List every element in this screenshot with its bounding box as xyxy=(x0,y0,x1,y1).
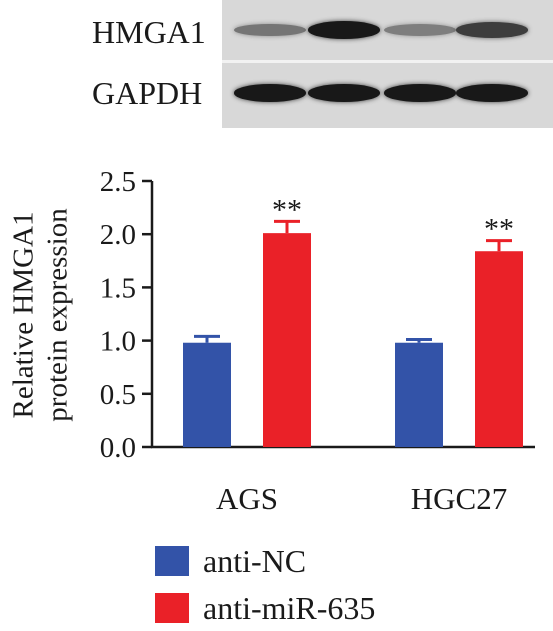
legend-swatch-anti-nc xyxy=(155,546,189,576)
bar-chart: Relative HMGA1 protein expression 0.0 0.5 1… xyxy=(8,166,535,516)
bar xyxy=(183,342,231,447)
blot-row-hmga1 xyxy=(222,0,553,60)
y-tick-label: 1.5 xyxy=(100,272,136,304)
blot-row-gapdh xyxy=(222,63,553,123)
western-blot-image xyxy=(222,0,553,128)
blot-label-hmga1: HMGA1 xyxy=(92,14,206,50)
significance-label: ** xyxy=(272,193,302,226)
significance-label: ** xyxy=(484,213,514,246)
legend-label-anti-nc: anti-NC xyxy=(203,543,307,579)
x-tick-label: HGC27 xyxy=(411,481,507,516)
y-tick-label: 0.0 xyxy=(100,432,136,464)
blot-band xyxy=(308,84,380,102)
blot-band xyxy=(234,84,306,102)
y-axis-title-line: protein expression xyxy=(42,208,74,422)
bar xyxy=(395,342,443,447)
blot-band xyxy=(384,84,456,102)
y-tick-label: 1.0 xyxy=(100,326,136,358)
blot-divider xyxy=(222,60,553,63)
legend-swatch-anti-mir-635 xyxy=(155,593,189,623)
legend-label-anti-mir-635: anti-miR-635 xyxy=(203,590,376,626)
blot-band xyxy=(234,23,306,37)
y-tick-label: 0.5 xyxy=(100,379,136,411)
blot-band xyxy=(384,24,456,36)
y-tick-label: 2.0 xyxy=(100,219,136,251)
bars: ** ** xyxy=(183,193,523,447)
blot-band xyxy=(308,21,380,39)
legend-item-anti-mir-635: anti-miR-635 xyxy=(155,589,535,629)
y-axis-title-line: Relative HMGA1 xyxy=(8,212,40,419)
y-tick-label: 2.5 xyxy=(100,166,136,198)
x-tick-label: AGS xyxy=(216,481,278,516)
legend-item-anti-nc: anti-NC xyxy=(155,542,535,582)
bar xyxy=(263,233,311,447)
y-ticks: 0.0 0.5 1.0 1.5 2.0 2.5 xyxy=(100,166,152,464)
bar xyxy=(475,251,523,447)
y-axis-title: Relative HMGA1 protein expression xyxy=(8,208,74,422)
blot-label-gapdh: GAPDH xyxy=(92,75,203,111)
x-tick-labels: AGS HGC27 xyxy=(216,481,507,516)
blot-band xyxy=(456,84,528,102)
blot-band xyxy=(456,22,528,38)
